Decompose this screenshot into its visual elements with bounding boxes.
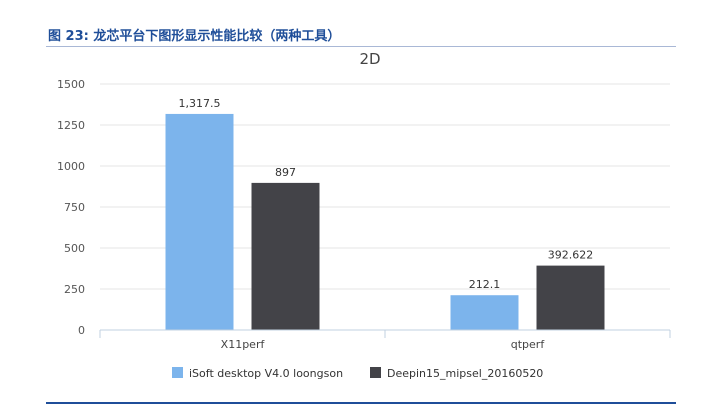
data-label: 212.1	[469, 278, 501, 291]
data-label: 897	[275, 166, 296, 179]
legend-label: Deepin15_mipsel_20160520	[387, 367, 543, 380]
legend-item-series1[interactable]: iSoft desktop V4.0 loongson	[172, 367, 343, 380]
category-label: qtperf	[511, 338, 546, 351]
x-axis-category-labels: X11perf qtperf	[221, 338, 546, 351]
data-label: 392.622	[548, 249, 594, 262]
y-tick-label: 250	[64, 283, 85, 296]
y-tick-label: 1000	[57, 160, 85, 173]
figure-caption: 图 23: 龙芯平台下图形显示性能比较（两种工具）	[48, 29, 341, 44]
legend: iSoft desktop V4.0 loongson Deepin15_mips…	[172, 367, 543, 380]
data-labels: 1,317.5 897 212.1 392.622	[179, 97, 594, 291]
category-label: X11perf	[221, 338, 266, 351]
y-tick-label: 1250	[57, 119, 85, 132]
x-axis	[99, 329, 671, 338]
y-tick-label: 750	[64, 201, 85, 214]
y-tick-label: 1500	[57, 78, 85, 91]
bar-x11perf-series1	[165, 113, 234, 331]
data-label: 1,317.5	[179, 97, 221, 110]
y-tick-label: 0	[78, 324, 85, 337]
figure-header: 图 23: 龙芯平台下图形显示性能比较（两种工具）	[46, 20, 676, 47]
bar-qtperf-series2	[536, 265, 605, 330]
chart-title: 2D	[359, 50, 380, 68]
legend-item-series2[interactable]: Deepin15_mipsel_20160520	[370, 367, 543, 380]
bar-x11perf-series2	[251, 182, 320, 330]
bars	[165, 113, 605, 331]
legend-label: iSoft desktop V4.0 loongson	[189, 367, 343, 380]
legend-swatch	[370, 367, 381, 378]
y-axis-ticks: 0 250 500 750 1000 1250 1500	[57, 78, 85, 337]
legend-swatch	[172, 367, 183, 378]
y-tick-label: 500	[64, 242, 85, 255]
figure-footer-rule	[46, 402, 676, 404]
bar-qtperf-series1	[450, 295, 519, 330]
